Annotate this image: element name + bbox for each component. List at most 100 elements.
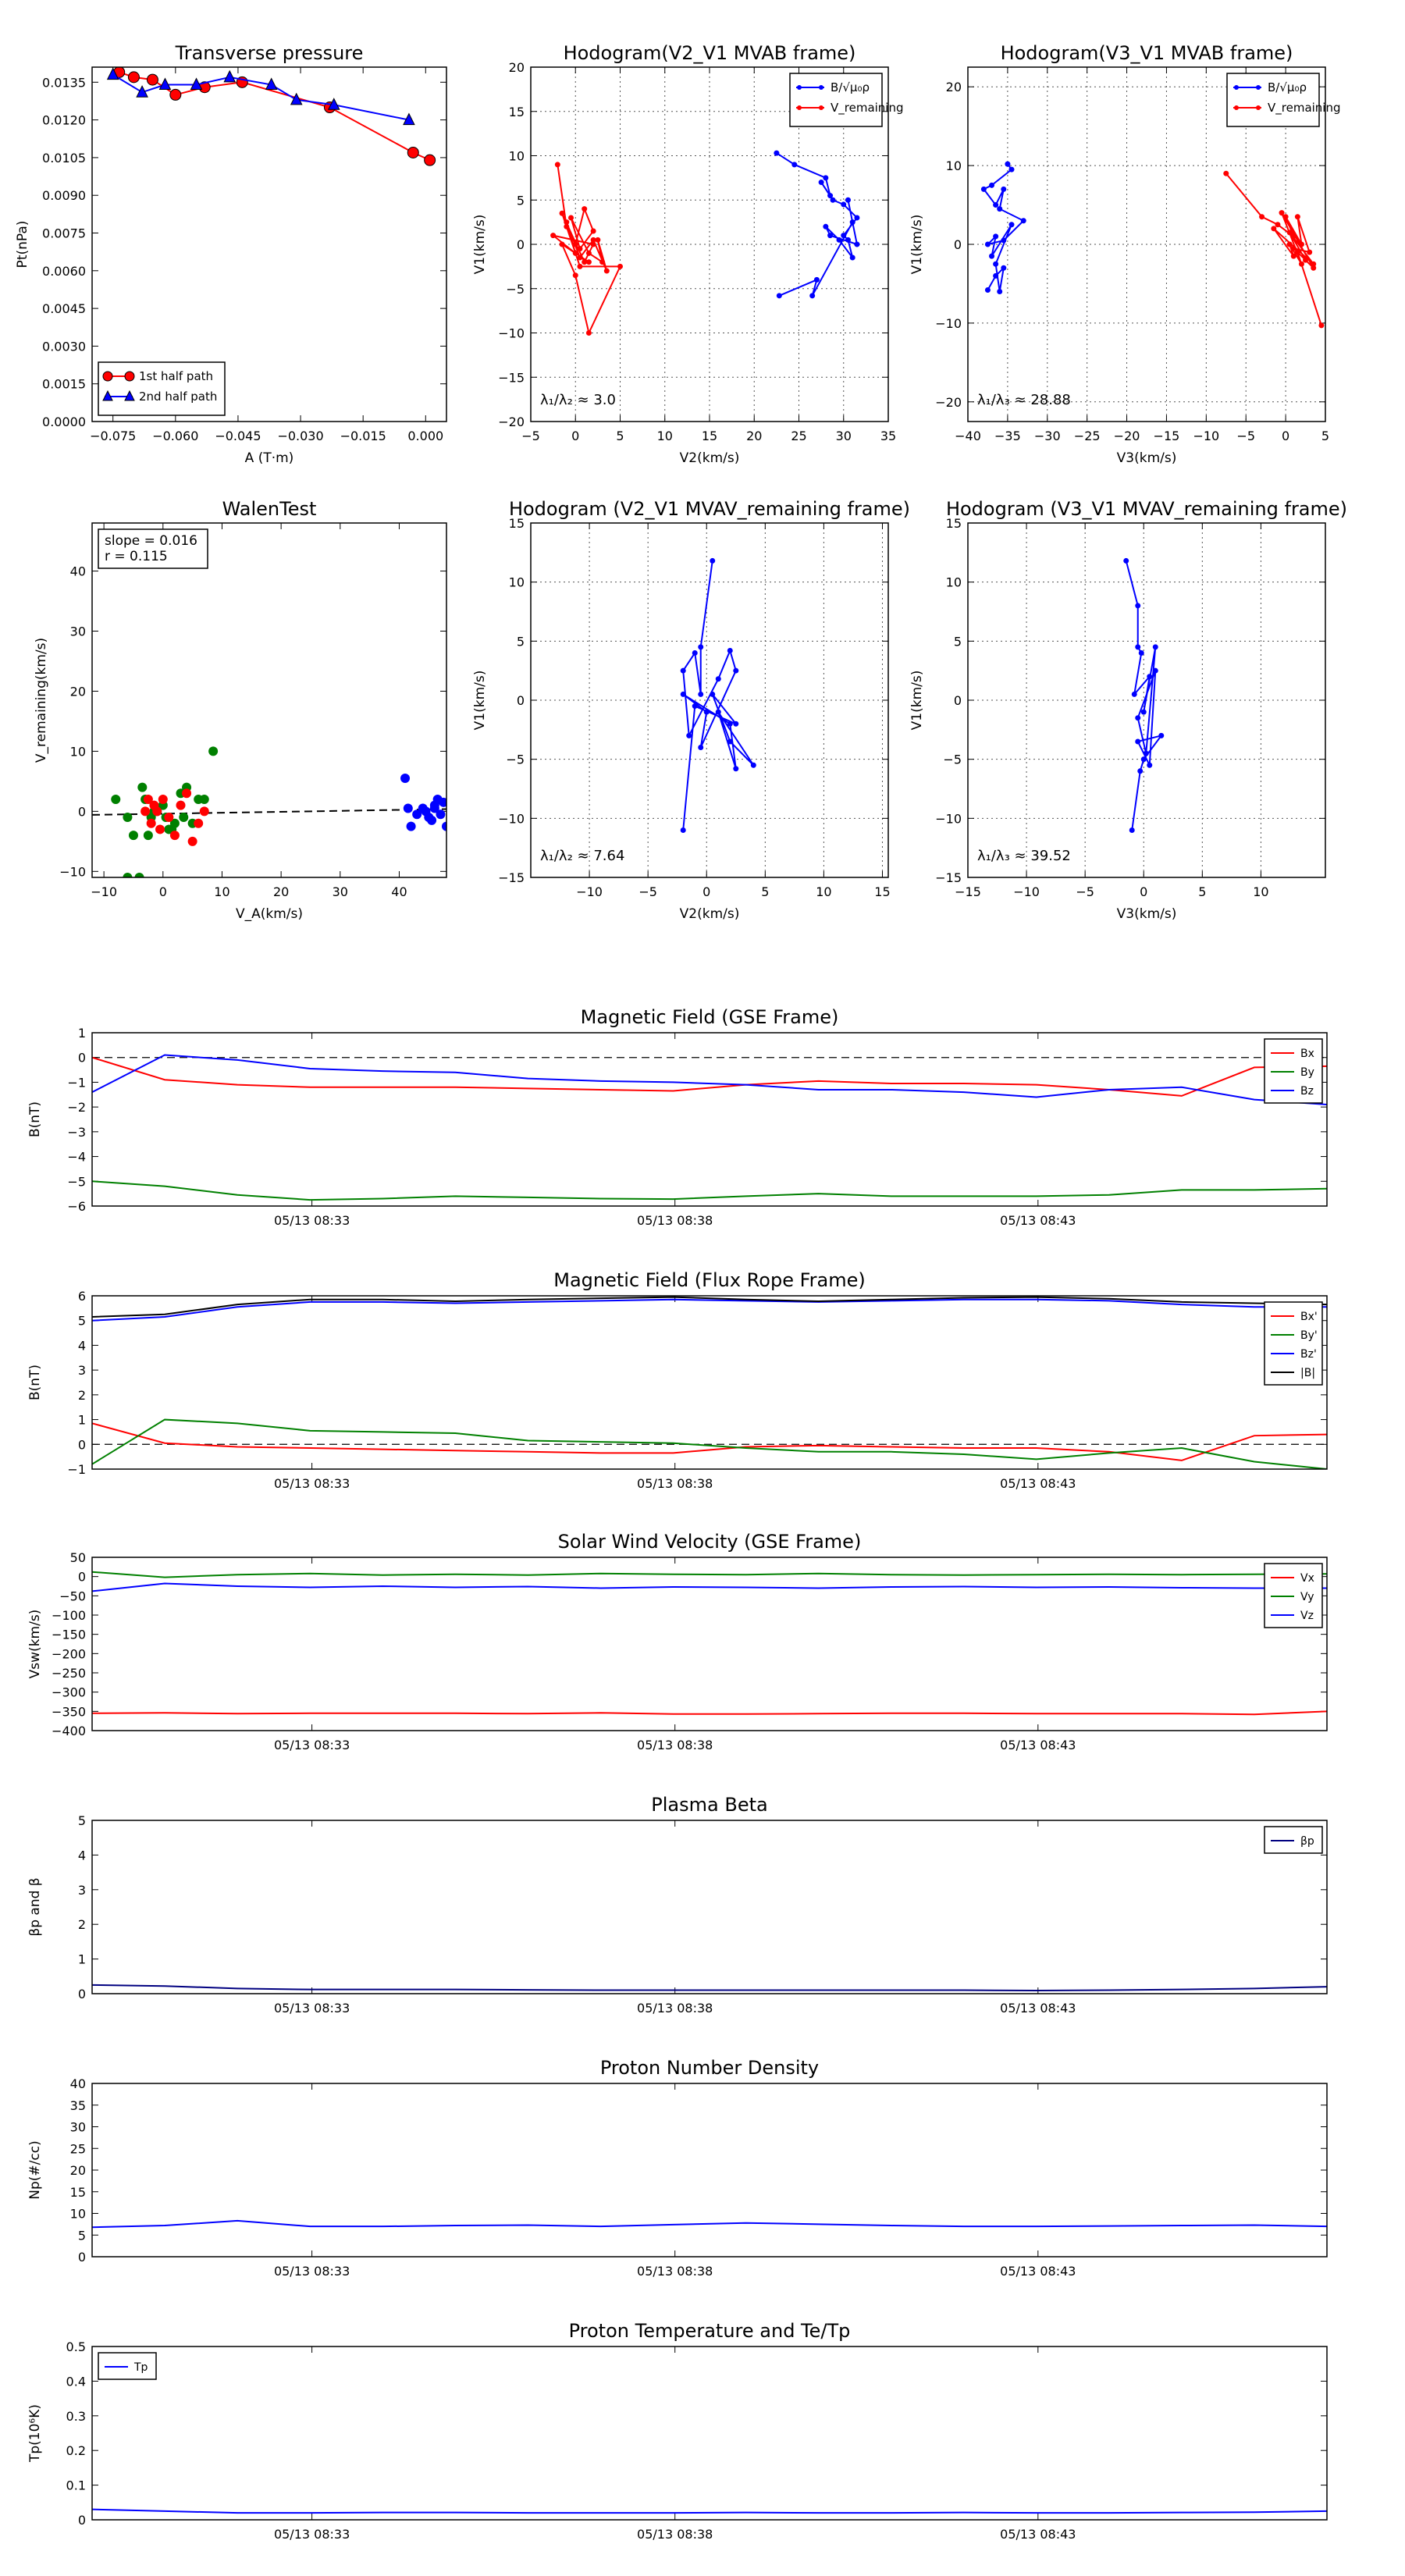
data-point [727, 720, 733, 727]
y-tick-label: 1 [78, 1413, 86, 1428]
legend-label: Bx [1300, 1048, 1314, 1060]
plot-area [92, 1984, 1327, 1992]
data-point [572, 272, 578, 279]
chart-title: Hodogram (V2_V1 MVAV_remaining frame) [509, 498, 910, 520]
plot-frame [967, 66, 1326, 422]
data-point [554, 162, 560, 168]
data-point [406, 821, 416, 831]
time-tick-label: 05/13 08:33 [274, 2264, 350, 2279]
time-tick-label: 05/13 08:43 [1000, 1213, 1076, 1228]
data-point [1298, 261, 1304, 267]
data-point [595, 237, 601, 243]
series-line-np [92, 2219, 1327, 2229]
x-tick-label: −5 [521, 429, 540, 443]
x-tick-label: −0.060 [152, 429, 198, 443]
data-point [993, 261, 999, 267]
data-point [698, 644, 704, 650]
y-tick-label: 0 [78, 1570, 86, 1585]
y-tick-label: 20 [946, 80, 962, 94]
x-tick-label: −40 [955, 429, 981, 443]
data-point [692, 703, 698, 710]
chart-title: Proton Number Density [600, 2057, 819, 2079]
legend-label: By [1300, 1066, 1314, 1079]
y-tick-label: −15 [935, 870, 962, 885]
data-point [1271, 226, 1277, 232]
data-point [854, 241, 860, 247]
x-tick-label: 30 [836, 429, 852, 443]
data-point [715, 709, 721, 715]
x-axis-label: V2(km/s) [680, 906, 740, 922]
y-tick-label: 10 [70, 744, 86, 759]
data-point [1123, 557, 1129, 564]
series-line-bz [92, 1054, 1327, 1105]
y-tick-label: 5 [78, 2228, 86, 2243]
legend-label: Vy [1300, 1591, 1314, 1603]
chart-mag_fr: 05/13 08:33 05/13 08:38 05/13 08:43 6 5 4 3 2 1 0… [27, 1269, 1328, 1491]
chart-walen: −10 0 10 20 30 40 −10 0 10 20 30 40 WalenTest V_A(km/… [34, 498, 447, 922]
data-point [984, 287, 991, 294]
time-tick-label: 05/13 08:43 [1000, 2001, 1076, 2016]
series-line-bz- [92, 1298, 1327, 1322]
series-line-vx [92, 1710, 1327, 1716]
chart-title: Transverse pressure [175, 42, 364, 64]
series-line-vy [92, 1571, 1327, 1578]
data-point [143, 831, 153, 841]
legend-label: |B| [1300, 1367, 1315, 1379]
data-point [400, 774, 411, 784]
data-point [750, 762, 756, 768]
data-point [997, 206, 1003, 212]
data-point [1001, 265, 1007, 271]
legend: B/√μ₀ρ V_remaining [1226, 73, 1341, 127]
fit-line [92, 808, 446, 816]
x-tick-label: 0 [159, 884, 167, 899]
plot-frame [530, 522, 889, 878]
y-tick-label: −20 [498, 415, 525, 429]
legend-label: Vx [1300, 1572, 1314, 1585]
data-point [590, 241, 596, 247]
plot-frame [91, 66, 447, 422]
data-point [1147, 674, 1153, 680]
data-point [582, 206, 588, 212]
y-tick-label: 0.1 [66, 2478, 86, 2493]
legend: B/√μ₀ρ V_remaining [789, 73, 904, 127]
data-point [190, 77, 203, 91]
plot-area [92, 746, 446, 877]
x-tick-label: −20 [1114, 429, 1140, 443]
data-point [421, 806, 431, 817]
data-point [1275, 222, 1281, 228]
x-tick-label: −0.015 [340, 429, 386, 443]
y-tick-label: −5 [506, 753, 525, 767]
y-tick-label: 4 [78, 1338, 86, 1353]
y-tick-label: 0.0120 [42, 113, 86, 128]
data-point [1158, 732, 1165, 738]
data-point [1138, 649, 1144, 656]
data-point [572, 241, 578, 247]
time-tick-label: 05/13 08:33 [274, 1213, 350, 1228]
fit-stats-box [98, 528, 208, 569]
series-line-by- [92, 1418, 1327, 1469]
plot-frame [91, 2346, 1328, 2521]
chart-title: Hodogram(V3_V1 MVAB frame) [1001, 42, 1293, 64]
data-point [698, 691, 704, 697]
x-tick-label: 20 [273, 884, 289, 899]
ratio-annotation: λ₁/λ₂ ≈ 3.0 [540, 392, 616, 408]
data-point [686, 732, 692, 738]
y-tick-label: 1 [78, 1952, 86, 1967]
data-point [1259, 214, 1265, 220]
data-point [1311, 265, 1317, 271]
data-point [1147, 762, 1153, 768]
x-tick-label: 0 [1282, 429, 1289, 443]
data-point [1001, 186, 1007, 192]
y-tick-label: −150 [52, 1628, 86, 1642]
data-point [182, 788, 192, 799]
data-point [412, 809, 422, 820]
x-axis-label: V3(km/s) [1117, 450, 1177, 466]
data-point [429, 803, 439, 813]
data-point [187, 836, 197, 846]
time-tick-label: 05/13 08:38 [637, 1213, 713, 1228]
y-tick-label: 0 [78, 2250, 86, 2265]
data-point [715, 676, 721, 682]
data-point [710, 557, 716, 564]
legend-marker [102, 371, 113, 382]
